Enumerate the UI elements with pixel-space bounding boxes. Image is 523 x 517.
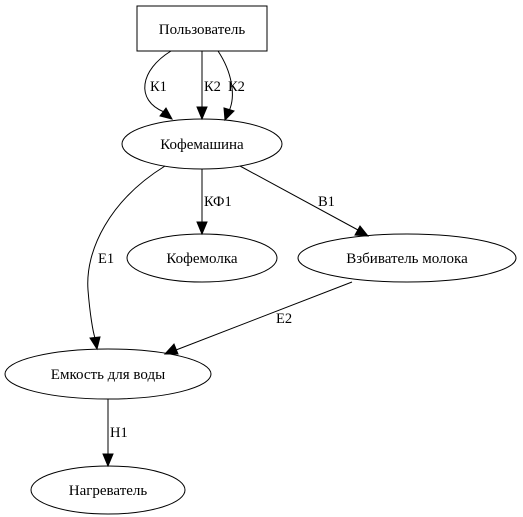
edge-user-to-coffee-machine-k1: К1: [144, 50, 173, 120]
edge-label-n1: Н1: [110, 425, 128, 441]
node-coffee-machine-label: Кофемашина: [160, 137, 244, 153]
edge-coffee-machine-to-grinder: КФ1: [196, 169, 232, 236]
node-user-label: Пользователь: [159, 22, 246, 38]
node-water-tank[interactable]: Емкость для воды: [4, 348, 212, 400]
arrow-head-icon: [89, 336, 101, 351]
arrow-head-icon: [102, 453, 114, 468]
edge-user-to-coffee-machine-k2a: К2: [196, 51, 221, 121]
edge-water-tank-to-heater: Н1: [102, 399, 128, 468]
edge-label-kf1: КФ1: [204, 194, 232, 210]
arrow-head-icon: [354, 225, 370, 237]
arrow-head-icon: [196, 221, 208, 236]
edge-label-k2b: К2: [228, 79, 245, 95]
edge-label-v1: В1: [318, 194, 335, 210]
edge-label-e1: Е1: [98, 251, 114, 267]
edge-coffee-machine-to-milk-frother: В1: [239, 165, 370, 237]
edge-label-e2: Е2: [276, 311, 292, 327]
edge-milk-frother-to-water-tank: Е2: [163, 281, 353, 355]
arrow-head-icon: [223, 107, 235, 122]
edge-coffee-machine-to-water-tank: Е1: [87, 165, 166, 351]
node-coffee-machine[interactable]: Кофемашина: [121, 118, 283, 170]
edge-label-k2a: К2: [204, 79, 221, 95]
arrow-head-icon: [163, 343, 179, 355]
node-grinder-label: Кофемолка: [166, 251, 237, 267]
node-heater-label: Нагреватель: [69, 483, 148, 499]
edge-label-k1: К1: [150, 79, 167, 95]
node-water-tank-label: Емкость для воды: [51, 367, 165, 383]
arrow-head-icon: [196, 106, 208, 121]
node-milk-frother[interactable]: Взбиватель молока: [297, 233, 517, 283]
arrow-head-icon: [159, 107, 173, 120]
node-heater[interactable]: Нагреватель: [30, 465, 186, 515]
node-user[interactable]: Пользователь: [136, 5, 268, 52]
edge-user-to-coffee-machine-k2b: К2: [217, 50, 245, 122]
node-grinder[interactable]: Кофемолка: [126, 233, 278, 283]
node-milk-frother-label: Взбиватель молока: [346, 251, 468, 267]
